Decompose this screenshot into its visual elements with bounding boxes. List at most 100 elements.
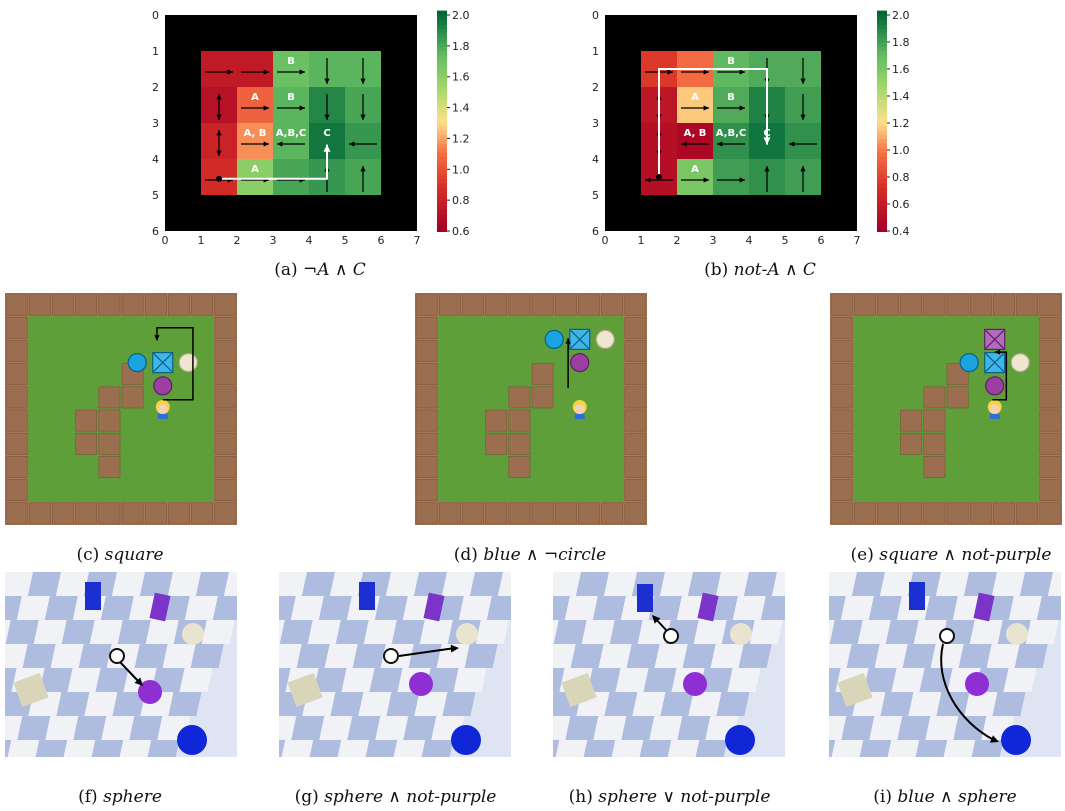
render-g (196, 572, 531, 764)
checker-tile (129, 716, 163, 740)
colorbar-tick-label: 1.2 (452, 132, 470, 145)
colorbar-tick-label: 1.8 (452, 40, 470, 53)
cell-label: A (691, 164, 699, 175)
purple-circle (153, 376, 173, 396)
inner-wall-tile (946, 386, 969, 409)
wall-tile (830, 340, 853, 362)
colorbar-segment (437, 94, 447, 100)
gridworld-e (830, 293, 1062, 525)
wall-tile (578, 293, 600, 316)
wall-tile (5, 293, 28, 316)
wall-tile (415, 386, 438, 409)
checker-tile (84, 692, 118, 716)
heatmap-cell (237, 87, 273, 123)
colorbar-segment (877, 169, 887, 175)
checker-tile (632, 692, 666, 716)
wall-tile (1016, 293, 1039, 316)
y-tick-label: 5 (152, 189, 159, 202)
beige-sphere (730, 623, 752, 645)
caption-e: (e) square ∧ not-purple (850, 545, 1052, 565)
wall-tile (75, 293, 98, 316)
x-tick-label: 0 (162, 234, 169, 247)
render-h-image (470, 572, 805, 764)
policy-arrowhead (360, 166, 366, 172)
checker-tile (963, 572, 997, 596)
checker-tile (319, 716, 353, 740)
wall-tile (5, 340, 28, 362)
wall-tile (168, 502, 190, 525)
checker-tile (0, 572, 33, 596)
checker-tile (648, 596, 682, 620)
colorbar-segment (877, 195, 887, 202)
checker-tile (335, 620, 369, 644)
colorbar-segment (877, 81, 887, 87)
checker-tile (358, 692, 392, 716)
colorbar-tick-label: 0.6 (452, 225, 470, 238)
wall-tile (830, 502, 853, 525)
x-tick-label: 7 (414, 234, 421, 247)
colorbar-segment (437, 111, 447, 118)
policy-arrowhead (299, 69, 305, 75)
wall-tile (5, 502, 28, 525)
checker-tile (743, 572, 777, 596)
wall-tile (5, 316, 28, 339)
inner-wall-tile (485, 432, 508, 455)
colorbar-segment (877, 222, 887, 228)
checker-tile (547, 572, 581, 596)
heatmap-cell (273, 87, 309, 123)
agent-sphere (939, 628, 955, 644)
colorbar-segment (437, 54, 447, 61)
policy-arrowhead (227, 69, 233, 75)
checker-tile (1003, 668, 1037, 692)
heatmap-cell (273, 123, 309, 159)
inner-wall-tile (923, 456, 946, 478)
caption-d: (d) blue ∧ ¬circle (453, 545, 607, 565)
colorbar-segment (877, 111, 887, 118)
heatmap-cell (713, 159, 749, 195)
wall-tile (121, 293, 144, 316)
agent-path-arrowhead (154, 335, 160, 341)
caption-c: (c) square (76, 545, 164, 565)
wall-tile (462, 293, 484, 316)
wall-tile (993, 502, 1015, 525)
render-i-image (746, 572, 1065, 764)
agent-path-arrowhead (565, 338, 571, 344)
caption-i: (i) blue ∧ sphere (873, 787, 1017, 807)
colorbar-segment (437, 191, 447, 197)
wall-tile (121, 502, 144, 525)
wall-tile (624, 293, 647, 316)
colorbar-segment (877, 98, 887, 105)
heatmap-cell (677, 159, 713, 195)
agent-sphere (383, 648, 399, 664)
wall-tile (5, 479, 28, 502)
wall-tile (214, 363, 237, 386)
checker-tile (45, 716, 79, 740)
colorbar-tick-label: 1.4 (452, 102, 470, 115)
wall-tile (415, 502, 438, 525)
blue-cube (909, 582, 925, 610)
blue-cube (85, 582, 101, 610)
policy-arrowhead (324, 78, 330, 84)
checker-tile (924, 596, 958, 620)
colorbar-segment (877, 41, 887, 47)
checker-tile (880, 692, 914, 716)
wall-tile (993, 293, 1015, 316)
checker-tile (162, 644, 196, 668)
blue-square-cross (985, 353, 1005, 373)
heatmap-panel-b: B A B A, B A,B,C C A 0 1 2 3 4 5 6 7 0 1 2 3 4 5 6 0.4 0.6 0.8 1.… (585, 0, 915, 255)
checker-tile (16, 596, 50, 620)
checker-tile (582, 740, 616, 764)
checker-tile (732, 596, 766, 620)
x-tick-label: 6 (818, 234, 825, 247)
inner-wall-tile (98, 432, 121, 455)
caption-f: (f) sphere (78, 787, 162, 807)
policy-arrowhead (703, 69, 709, 75)
checker-tile (369, 668, 403, 692)
policy-arrowhead (681, 141, 687, 147)
colorbar-segment (437, 217, 447, 224)
checker-tile (593, 716, 627, 740)
wall-tile (1039, 479, 1062, 502)
trajectory-arrowhead (450, 644, 459, 653)
colorbar-segment (877, 138, 887, 144)
checker-tile (829, 620, 863, 644)
